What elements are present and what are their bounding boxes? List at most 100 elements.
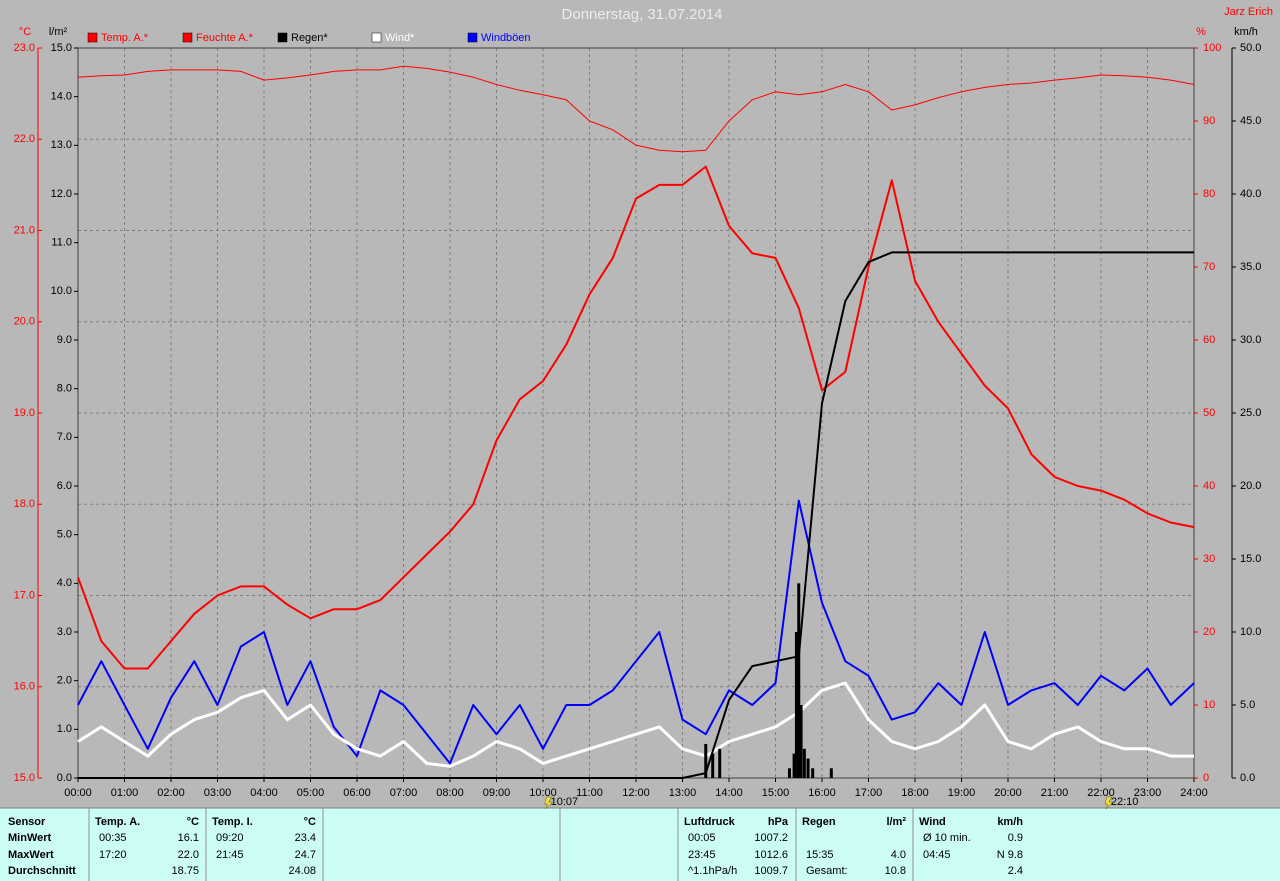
y-tick-label: 3.0 [57,626,72,638]
x-tick-label: 22:00 [1087,787,1115,799]
x-tick-label: 11:00 [576,787,603,799]
y-tick-label: 50.0 [1240,42,1261,54]
y-tick-label: 19.0 [14,407,35,419]
block-unit: °C [304,816,316,828]
block-unit: °C [187,816,199,828]
x-tick-label: 07:00 [390,787,418,799]
block-title: Temp. A. [95,816,140,828]
x-tick-label: 01:00 [111,787,139,799]
cell-label: 21:45 [216,849,244,861]
y-tick-label: 20.0 [1240,480,1261,492]
cell-value: 1009.7 [754,865,788,877]
cell-value: 0.9 [1008,832,1023,844]
legend-swatch [371,32,382,43]
x-tick-label: 04:00 [250,787,278,799]
cell-label: 23:45 [688,849,716,861]
y-tick-label: 100 [1203,42,1221,54]
series-line [77,499,1195,765]
block-title: Wind [919,816,946,828]
legend-swatch [277,32,288,43]
y-tick-label: 12.0 [51,188,72,200]
x-tick-label: 06:00 [343,787,371,799]
cell-label: Ø 10 min. [923,832,971,844]
rain-bar [787,768,791,778]
legend-label: Regen* [291,32,328,44]
x-tick-label: 21:00 [1041,787,1069,799]
row-label: Durchschnitt [8,865,76,877]
rain-bar [792,753,796,778]
stats-panel [0,808,1280,881]
x-tick-label: 13:00 [669,787,697,799]
block-title: Temp. I. [212,816,253,828]
series-line [77,165,1195,670]
y-tick-label: 14.0 [51,91,72,103]
y-tick-label: 40 [1203,480,1215,492]
row-label: MinWert [8,832,52,844]
y-tick-label: 15.0 [14,772,35,784]
y-tick-label: 11.0 [51,237,72,249]
x-tick-label: 12:00 [622,787,650,799]
x-tick-label: 08:00 [436,787,464,799]
cell-value: 18.75 [171,865,199,877]
series-line [77,65,1195,153]
block-unit: hPa [768,816,789,828]
cell-label: 15:35 [806,849,834,861]
x-tick-label: 14:00 [715,787,743,799]
cell-label: 17:20 [99,849,127,861]
y-tick-label: 60 [1203,334,1215,346]
cell-label: ^1.1hPa/h [688,865,737,877]
y-tick-label: 20.0 [14,316,35,328]
y-tick-label: 1.0 [57,723,72,735]
y-tick-label: 30.0 [1240,334,1261,346]
x-tick-label: 03:00 [204,787,232,799]
x-tick-label: 19:00 [948,787,976,799]
rain-bar [718,748,722,778]
x-tick-label: 16:00 [808,787,836,799]
y-tick-label: 80 [1203,188,1215,200]
rain-bar [704,743,708,778]
legend-swatch [87,32,98,43]
y-tick-label: 23.0 [14,42,35,54]
y-tick-label: 20 [1203,626,1215,638]
series-line [78,251,1194,779]
cell-label: 09:20 [216,832,244,844]
block-title: Regen [802,816,836,828]
block-unit: km/h [997,816,1023,828]
panel-separators [88,808,914,881]
y-tick-label: 6.0 [57,480,72,492]
y-tick-label: 0.0 [1240,772,1255,784]
cell-value: 4.0 [891,849,906,861]
y-tick-label: 30 [1203,553,1215,565]
x-tick-label: 17:00 [855,787,883,799]
y4-axis-unit: km/h [1234,26,1258,38]
y3-axis-unit: l/m² [49,26,68,38]
cell-value: 2.4 [1008,865,1023,877]
x-tick-label: 15:00 [762,787,790,799]
y-tick-label: 40.0 [1240,188,1261,200]
x-tick-label: 00:00 [64,787,92,799]
rain-bar [802,748,806,778]
x-tick-label: 24:00 [1180,787,1208,799]
block-title: Luftdruck [684,816,736,828]
rain-bar [829,768,833,778]
y-tick-label: 10.0 [1240,626,1261,638]
x-tick-label: 18:00 [901,787,929,799]
cell-value: 16.1 [178,832,199,844]
y-tick-label: 10.0 [51,285,72,297]
annotation: 10:07 [551,796,579,808]
y-tick-label: 0 [1203,772,1209,784]
x-tick-label: 10:00 [529,787,557,799]
x-tick-label: 05:00 [297,787,325,799]
y-tick-label: 18.0 [14,498,35,510]
y-tick-label: 10 [1203,699,1215,711]
x-tick-label: 02:00 [157,787,185,799]
rain-bar [811,768,815,778]
y-tick-label: 45.0 [1240,115,1261,127]
y-tick-label: 0.0 [57,772,72,784]
y-tick-label: 22.0 [14,133,35,145]
stats-header: Sensor [8,816,46,828]
x-tick-label: 09:00 [483,787,511,799]
cell-value: 1007.2 [754,832,788,844]
row-label: MaxWert [8,849,54,861]
